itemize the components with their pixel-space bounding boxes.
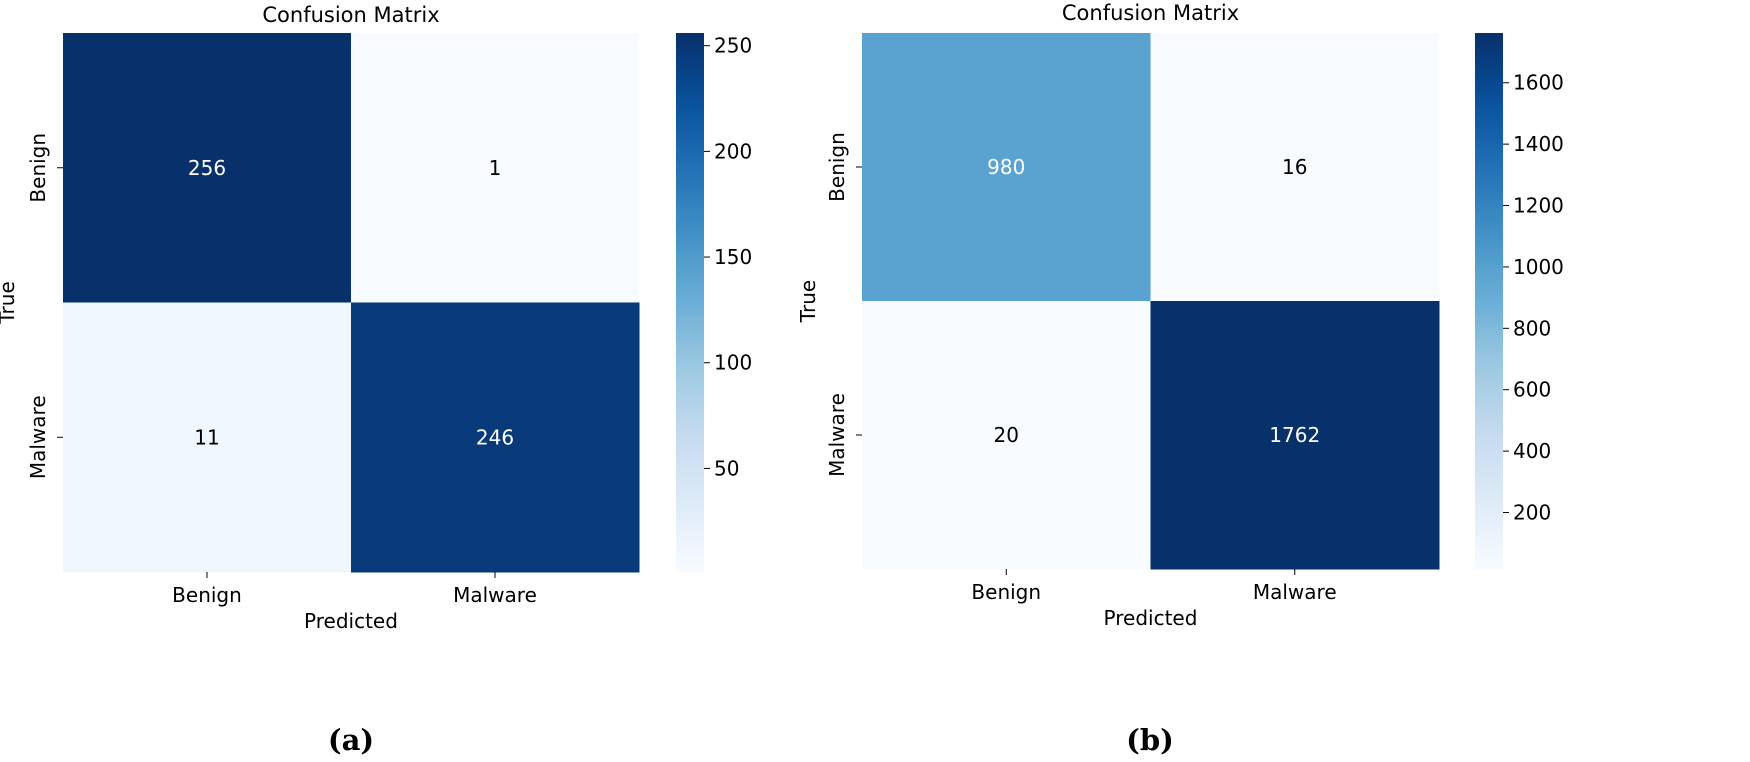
panel-label: (a) [328,723,374,757]
chart-title: Confusion Matrix [262,3,439,27]
confusion-matrix-panel-b: Confusion Matrix 980 16 20 1762 Benign Malware… [796,1,1564,757]
colorbar-tick-label: 1000 [1513,255,1564,279]
colorbar-tick-label: 200 [714,139,752,163]
colorbar-tick-label: 600 [1513,378,1551,402]
y-axis-label: True [0,281,19,324]
cell-value-label: 246 [476,425,514,449]
heatmap-cell [1150,33,1440,302]
cell-value-label: 20 [994,423,1019,447]
panel-label: (b) [1126,723,1174,757]
heatmap-cell [862,33,1151,302]
colorbar-tick-label: 250 [714,34,752,58]
heatmap-cell [63,33,352,303]
colorbar [1475,33,1503,569]
colorbar-tick-label: 1200 [1513,194,1564,218]
cell-value-label: 1 [489,156,502,180]
cell-value-label: 256 [188,156,226,180]
y-tick-label: Malware [26,395,50,479]
colorbar [676,33,704,572]
x-axis-label: Predicted [304,609,398,633]
colorbar-tick-label: 100 [714,351,752,375]
cell-value-label: 11 [194,425,219,449]
colorbar-tick-label: 800 [1513,316,1551,340]
x-tick-label: Benign [172,583,242,607]
colorbar-tick-label: 200 [1513,501,1551,525]
cell-value-label: 1762 [1269,423,1320,447]
colorbar-tick-label: 400 [1513,439,1551,463]
y-tick-label: Benign [26,133,50,203]
heatmap-cell [862,301,1151,570]
heatmap-cell [351,302,640,573]
heatmap-cell [63,302,352,573]
x-tick-label: Benign [971,580,1041,604]
cell-value-label: 980 [987,155,1025,179]
x-axis-label: Predicted [1104,606,1198,630]
heatmap-cell [1150,301,1440,570]
cell-value-label: 16 [1282,155,1307,179]
colorbar-tick-label: 150 [714,245,752,269]
colorbar-tick-label: 1600 [1513,71,1564,95]
y-axis-label: True [796,280,820,323]
x-tick-label: Malware [453,583,537,607]
y-tick-label: Malware [825,393,849,477]
colorbar-tick-label: 50 [714,456,739,480]
x-tick-label: Malware [1253,580,1337,604]
colorbar-tick-label: 1400 [1513,132,1564,156]
chart-title: Confusion Matrix [1062,1,1239,25]
heatmap-cell [351,33,640,303]
y-tick-label: Benign [825,132,849,202]
